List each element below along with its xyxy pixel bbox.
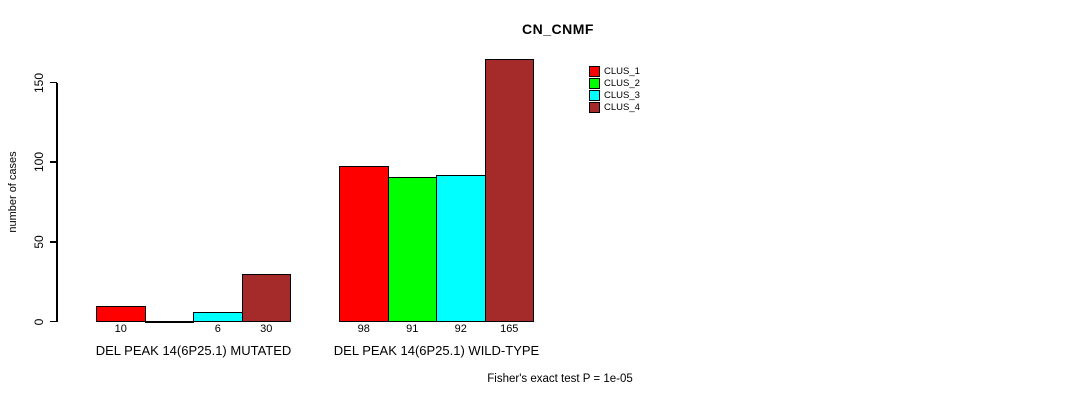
legend-label: CLUS_2	[604, 77, 640, 89]
legend-item-clus_3: CLUS_3	[589, 90, 640, 102]
legend-item-clus_1: CLUS_1	[589, 65, 640, 77]
legend-label: CLUS_4	[604, 102, 640, 114]
y-tick-label: 50	[31, 235, 46, 249]
bar-value-label: 6	[214, 323, 221, 335]
bar-value-label: 10	[114, 323, 127, 335]
bar-clus_3-group1	[193, 311, 243, 322]
chart-title: CN_CNMF	[522, 21, 594, 37]
y-tick-mark	[50, 241, 57, 243]
y-tick-mark	[50, 81, 57, 84]
group-label: DEL PEAK 14(6P25.1) MUTATED	[95, 343, 292, 358]
y-tick-mark	[50, 161, 57, 163]
bar-clus_4-group2	[484, 58, 534, 322]
y-tick-mark	[50, 320, 57, 323]
legend-item-clus_2: CLUS_2	[589, 77, 640, 89]
bar-clus_4-group1	[241, 273, 291, 322]
y-axis-line	[56, 82, 58, 322]
bar-value-label: 91	[406, 323, 419, 335]
bar-value-label: 92	[454, 323, 467, 335]
bar-clus_1-group1	[96, 305, 146, 322]
y-tick-label: 150	[31, 72, 46, 93]
bar-clus_3-group2	[436, 174, 486, 322]
bar-value-label: 165	[500, 323, 519, 335]
bar-clus_2-group2	[387, 176, 437, 322]
fisher-test-annotation: Fisher's exact test P = 1e-05	[487, 373, 633, 385]
y-tick-label: 0	[31, 318, 46, 325]
legend-label: CLUS_1	[604, 65, 640, 77]
legend-label: CLUS_3	[604, 90, 640, 102]
bar-value-label: 98	[357, 323, 370, 335]
y-axis-title: number of cases	[7, 151, 19, 233]
legend-swatch-clus_2	[589, 77, 600, 89]
bar-clus_1-group2	[339, 165, 389, 322]
group-label: DEL PEAK 14(6P25.1) WILD-TYPE	[333, 343, 540, 358]
legend-swatch-clus_1	[589, 65, 600, 77]
legend-swatch-clus_4	[589, 102, 600, 114]
bar-value-label: 30	[260, 323, 273, 335]
bar-clus_2-group1	[144, 320, 194, 323]
y-tick-label: 100	[31, 152, 46, 173]
legend-swatch-clus_3	[589, 90, 600, 102]
legend-item-clus_4: CLUS_4	[589, 102, 640, 114]
